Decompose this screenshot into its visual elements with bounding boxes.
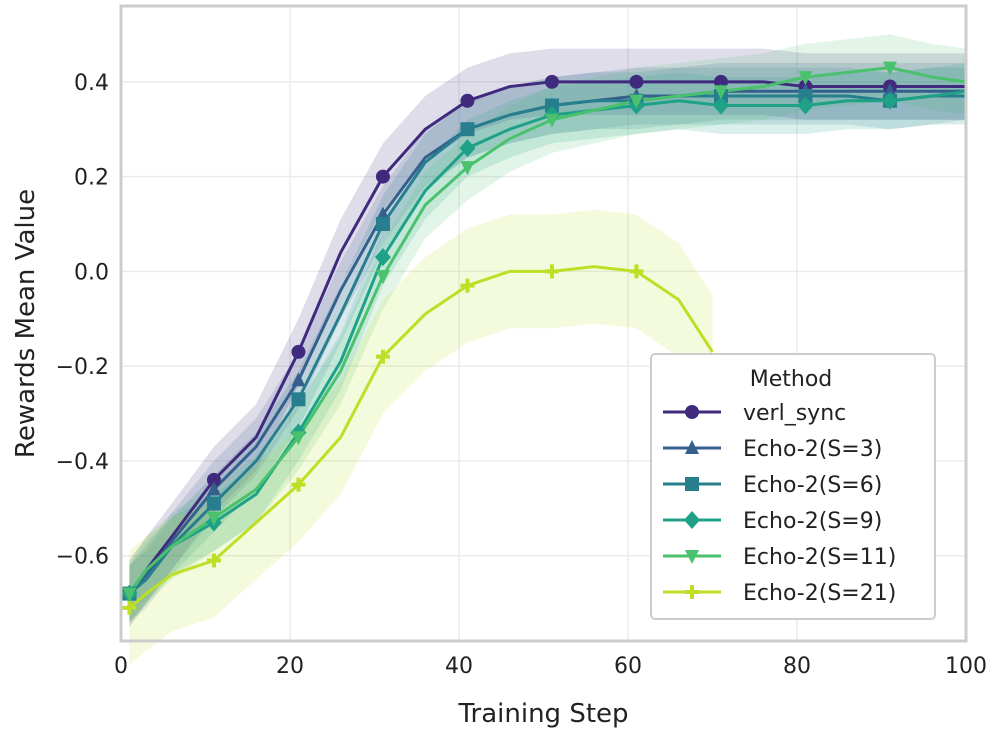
marker-series-4 [460,161,475,176]
legend-label-4: Echo-2(S=11) [743,545,896,570]
y-tick-label: −0.2 [56,355,109,380]
tick-labels: 0 20 40 60 80 100 −0.6 −0.4 −0.2 0.0 0.2 0.4 [56,71,987,679]
series-lines [128,66,967,609]
marker-series-3 [797,96,814,115]
legend-marker-3 [684,511,700,529]
marker-series-0 [544,74,559,89]
y-tick-label: −0.4 [56,450,109,475]
series-markers [121,61,898,615]
marker-series-4 [122,587,137,602]
x-tick-label: 60 [614,654,642,679]
legend-marker-1 [685,440,699,454]
band-series-0 [129,48,966,627]
marker-series-0 [629,74,644,89]
marker-series-2 [460,122,475,137]
x-tick-label: 0 [114,654,128,679]
x-tick-label: 20 [276,654,304,679]
legend-items: verl_sync Echo-2(S=3) Echo-2(S=6) Echo-2(S=… [663,401,896,606]
marker-series-4 [206,511,221,526]
marker-series-4 [544,113,559,128]
y-tick-label: −0.6 [56,545,109,570]
marker-series-3 [881,91,898,110]
line-series-0 [128,80,966,595]
marker-series-2 [798,89,813,104]
legend: Method verl_sync Echo-2(S=3) Echo-2(S=6) Ec… [650,353,936,620]
line-series-4 [128,66,967,595]
marker-series-5 [122,600,137,615]
y-axis-label: Rewards Mean Value [11,189,41,458]
line-series-2 [128,94,966,595]
marker-series-2 [291,392,306,407]
marker-series-4 [798,71,813,86]
marker-series-0 [206,472,221,487]
marker-series-4 [291,431,306,446]
marker-series-1 [291,372,306,387]
legend-label-5: Echo-2(S=21) [743,581,896,606]
marker-series-4 [713,85,728,100]
legend-marker-0 [685,405,699,419]
marker-series-5 [629,264,644,279]
x-axis-label: Training Step [457,699,628,729]
marker-series-3 [374,248,391,267]
marker-series-4 [629,94,644,109]
line-series-5 [128,265,714,609]
marker-series-5 [291,477,306,492]
marker-series-0 [460,93,475,108]
legend-box [650,353,936,620]
band-series-5 [129,209,713,665]
legend-label-2: Echo-2(S=6) [743,473,882,498]
marker-series-3 [712,96,729,115]
band-series-2 [129,67,966,623]
plot-frame [119,4,968,643]
legend-label-1: Echo-2(S=3) [743,437,882,462]
x-tick-label: 80 [783,654,811,679]
band-series-4 [129,34,966,627]
legend-label-3: Echo-2(S=9) [743,509,882,534]
marker-series-2 [544,98,559,113]
line-series-3 [128,89,967,595]
marker-series-2 [375,216,390,231]
marker-series-1 [206,481,221,496]
marker-series-5 [206,553,221,568]
marker-series-4 [375,270,390,285]
marker-series-5 [460,278,475,293]
marker-series-5 [375,349,390,364]
marker-series-3 [459,139,476,158]
y-tick-label: 0.2 [74,166,109,191]
x-tick-label: 40 [445,654,473,679]
legend-marker-5 [685,585,699,599]
band-series-3 [129,62,966,623]
marker-series-0 [291,344,306,359]
marker-series-5 [544,264,559,279]
legend-label-0: verl_sync [743,401,846,426]
marker-series-2 [206,496,221,511]
legend-title: Method [750,367,833,392]
confidence-bands [129,34,966,665]
marker-series-4 [882,61,897,76]
band-series-1 [129,62,966,623]
x-tick-label: 100 [945,654,987,679]
y-tick-label: 0.0 [74,260,109,285]
marker-series-0 [375,169,390,184]
legend-marker-2 [685,477,699,491]
y-tick-label: 0.4 [74,71,109,96]
legend-marker-4 [685,550,699,564]
